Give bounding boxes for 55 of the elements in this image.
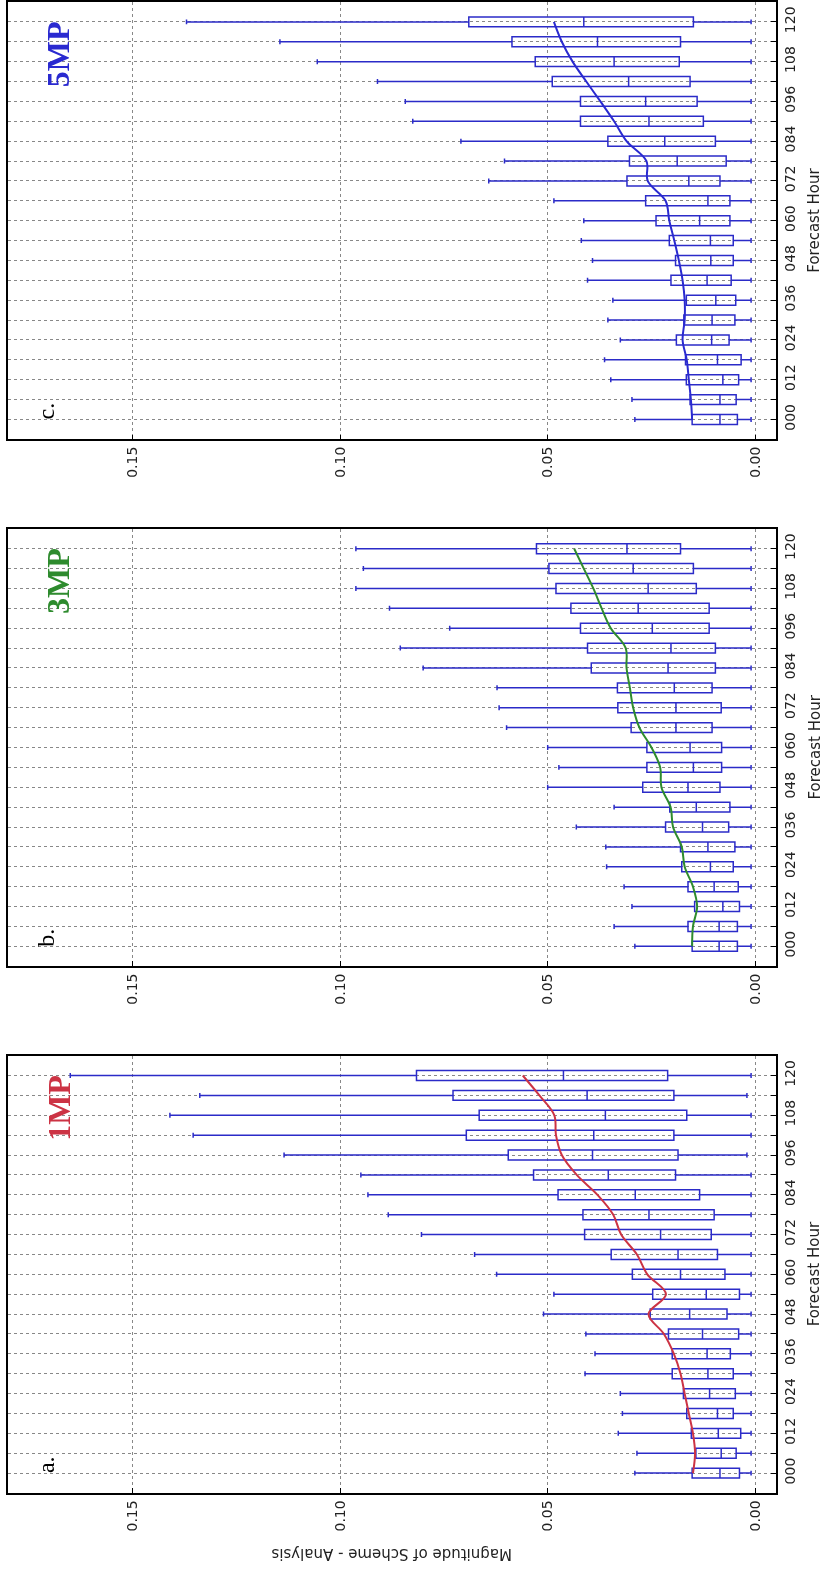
x-tick-label: 0.15 xyxy=(124,446,141,478)
y-tick-label: 108 xyxy=(781,46,798,73)
y-tick-label: 120 xyxy=(781,1060,798,1087)
y-tick-label: 000 xyxy=(781,930,798,958)
y-axis-title: Forecast Hour xyxy=(804,1221,822,1327)
y-tick-label: 072 xyxy=(781,165,798,193)
annotation: 5MP xyxy=(40,21,77,88)
y-axis-title: Forecast Hour xyxy=(805,694,822,800)
y-axis-title: Forecast Hour xyxy=(805,167,822,273)
y-tick-label: 024 xyxy=(781,324,798,352)
annotation: 3MP xyxy=(40,548,77,615)
y-tick-label: 072 xyxy=(781,692,798,720)
y-tick-label: 060 xyxy=(781,205,798,232)
y-tick-label: 036 xyxy=(781,284,798,312)
y-tick-label: 012 xyxy=(781,891,798,918)
y-tick-label: 096 xyxy=(781,612,798,640)
y-tick-label: 108 xyxy=(781,572,798,600)
x-tick-label: 0.00 xyxy=(746,446,763,478)
x-tick-label: 0.00 xyxy=(746,973,763,1005)
x-tick-label: 0.10 xyxy=(331,446,348,478)
y-tick-label: 000 xyxy=(781,404,798,431)
y-tick-label: 012 xyxy=(781,1417,798,1445)
x-tick-label: 0.05 xyxy=(539,973,556,1005)
y-tick-label: 120 xyxy=(781,6,798,34)
annotation: 1MP xyxy=(40,1075,77,1141)
annotation: b. xyxy=(33,928,60,947)
x-tick-label: 0.10 xyxy=(331,1500,348,1532)
x-tick-label: 0.00 xyxy=(746,1500,763,1532)
y-tick-label: 096 xyxy=(781,85,798,113)
y-tick-label: 012 xyxy=(781,364,798,391)
x-tick-label: 0.15 xyxy=(124,973,141,1005)
x-axis-title: Magnitude of Scheme - Analysis xyxy=(271,1545,512,1563)
y-tick-label: 024 xyxy=(781,1378,798,1405)
y-tick-label: 000 xyxy=(781,1457,798,1485)
y-tick-label: 072 xyxy=(781,1219,798,1246)
x-tick-label: 0.05 xyxy=(539,446,556,478)
annotation: c. xyxy=(32,402,59,420)
x-tick-label: 0.10 xyxy=(331,973,348,1005)
y-tick-label: 096 xyxy=(781,1139,798,1167)
y-tick-label: 108 xyxy=(781,1099,798,1127)
y-tick-label: 084 xyxy=(781,652,798,680)
y-tick-label: 036 xyxy=(781,811,798,839)
y-tick-label: 036 xyxy=(781,1338,798,1366)
y-tick-label: 048 xyxy=(781,1298,798,1326)
y-tick-label: 060 xyxy=(781,732,798,759)
y-tick-label: 048 xyxy=(781,771,798,799)
x-tick-label: 0.15 xyxy=(124,1500,141,1532)
y-tick-label: 084 xyxy=(781,125,798,153)
y-tick-label: 084 xyxy=(781,1179,798,1207)
y-tick-label: 060 xyxy=(781,1258,798,1286)
annotation: a. xyxy=(33,1456,60,1474)
y-tick-label: 120 xyxy=(781,533,798,560)
x-tick-label: 0.05 xyxy=(539,1500,556,1532)
y-tick-label: 024 xyxy=(781,851,798,879)
y-tick-label: 048 xyxy=(781,244,798,272)
